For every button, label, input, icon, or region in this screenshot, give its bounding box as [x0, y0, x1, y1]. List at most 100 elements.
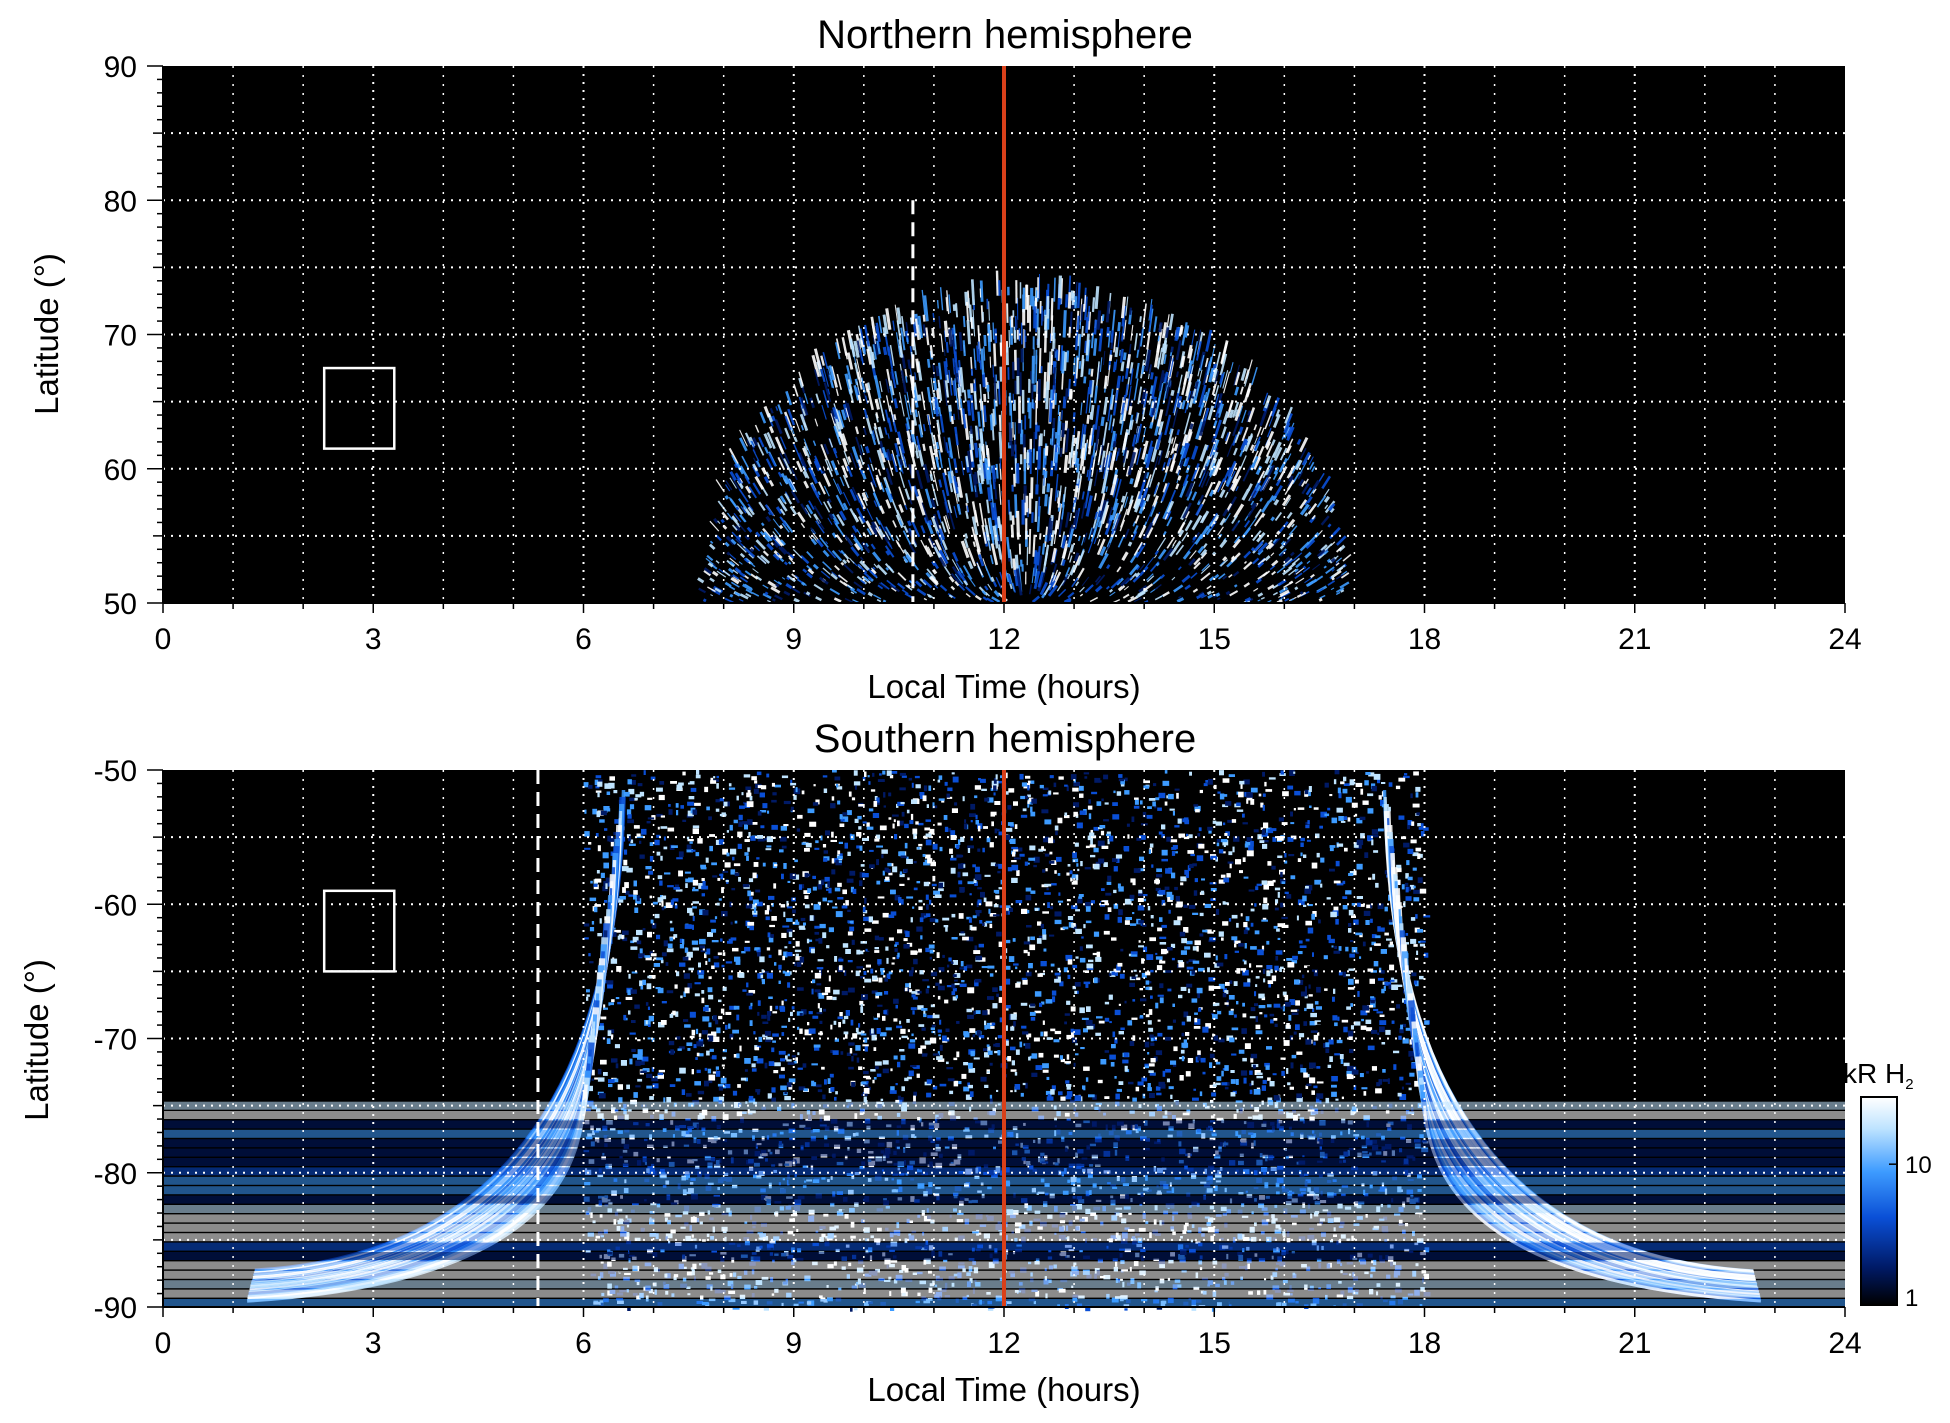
emission-streak — [937, 362, 943, 380]
emission-streak — [918, 331, 922, 340]
emission-streak — [1100, 501, 1109, 524]
emission-streak — [752, 482, 761, 495]
emission-speck — [1341, 1096, 1344, 1100]
emission-streak — [1178, 447, 1186, 467]
emission-streak — [756, 555, 767, 565]
emission-streak — [997, 534, 1001, 545]
emission-streak — [1117, 331, 1121, 348]
emission-streak — [854, 426, 860, 435]
emission-streak — [1145, 440, 1154, 463]
emission-streak — [813, 369, 821, 387]
emission-streak — [1229, 362, 1234, 374]
emission-speck — [1411, 821, 1415, 826]
emission-streak — [1123, 586, 1129, 591]
emission-streak — [769, 407, 774, 414]
emission-streak — [1250, 486, 1257, 497]
emission-speck — [832, 770, 837, 773]
emission-speck — [1042, 934, 1047, 940]
emission-speck — [714, 916, 718, 920]
emission-streak — [1141, 440, 1149, 460]
emission-speck — [1046, 1076, 1050, 1080]
emission-streak — [1162, 591, 1170, 598]
emission-streak — [1220, 559, 1229, 567]
emission-streak — [916, 495, 926, 516]
emission-streak — [861, 491, 869, 502]
emission-speck — [815, 938, 820, 942]
emission-speck — [783, 800, 791, 805]
emission-streak — [1277, 466, 1288, 482]
emission-streak — [863, 324, 870, 347]
emission-speck — [1138, 945, 1144, 948]
emission-streak — [1220, 480, 1227, 491]
emission-streak — [840, 561, 845, 566]
emission-streak — [894, 442, 901, 457]
emission-speck — [1041, 846, 1044, 850]
emission-streak — [736, 543, 747, 553]
emission-speck — [899, 883, 905, 886]
emission-streak — [1129, 362, 1134, 374]
emission-streak — [1080, 402, 1083, 416]
emission-speck — [952, 988, 957, 992]
emission-speck — [1377, 926, 1381, 932]
emission-streak — [974, 378, 977, 393]
emission-streak — [856, 340, 863, 362]
emission-streak — [1122, 432, 1129, 451]
emission-streak — [1250, 547, 1256, 552]
emission-streak — [1075, 357, 1079, 379]
emission-speck — [663, 846, 668, 850]
emission-speck — [918, 843, 923, 847]
emission-streak — [955, 303, 959, 318]
emission-speck — [1013, 857, 1021, 860]
emission-streak — [759, 411, 767, 424]
emission-speck — [1199, 1091, 1203, 1097]
emission-speck — [1417, 877, 1423, 884]
emission-speck — [1209, 1062, 1213, 1068]
emission-streak — [775, 583, 780, 588]
emission-streak — [800, 406, 806, 420]
emission-streak — [1179, 480, 1189, 498]
emission-streak — [950, 377, 953, 386]
emission-speck — [758, 1036, 763, 1042]
emission-speck — [1139, 856, 1145, 862]
emission-streak — [1220, 340, 1229, 364]
emission-streak — [1086, 469, 1089, 478]
emission-streak — [1272, 413, 1281, 429]
emission-streak — [735, 506, 740, 511]
emission-streak — [889, 344, 895, 367]
emission-speck — [1416, 950, 1419, 955]
emission-streak — [1137, 588, 1149, 597]
emission-streak — [1051, 571, 1062, 588]
emission-speck — [1367, 808, 1374, 814]
emission-streak — [1109, 591, 1116, 597]
emission-streak — [884, 531, 891, 541]
emission-speck — [961, 1073, 967, 1079]
emission-streak — [1185, 511, 1190, 519]
emission-streak — [803, 445, 810, 458]
emission-streak — [919, 577, 928, 586]
emission-streak — [1109, 394, 1115, 410]
emission-streak — [820, 355, 825, 366]
emission-streak — [1128, 307, 1133, 315]
emission-streak — [1273, 485, 1283, 498]
emission-streak — [1150, 372, 1154, 380]
emission-streak — [1173, 540, 1182, 550]
emission-streak — [1108, 588, 1114, 593]
emission-streak — [973, 348, 976, 369]
emission-streak — [779, 508, 786, 516]
emission-streak — [1260, 596, 1265, 600]
emission-streak — [756, 442, 765, 456]
emission-streak — [969, 425, 973, 435]
emission-streak — [955, 481, 960, 488]
emission-streak — [927, 414, 932, 435]
emission-streak — [1243, 582, 1251, 588]
emission-streak — [973, 391, 978, 410]
emission-speck — [664, 872, 671, 875]
emission-streak — [878, 582, 888, 590]
emission-streak — [1339, 588, 1345, 593]
emission-speck — [708, 958, 711, 962]
emission-speck — [1105, 892, 1112, 896]
emission-speck — [1379, 1020, 1387, 1025]
emission-streak — [789, 478, 798, 493]
emission-streak — [1206, 356, 1213, 376]
emission-streak — [1068, 452, 1072, 464]
